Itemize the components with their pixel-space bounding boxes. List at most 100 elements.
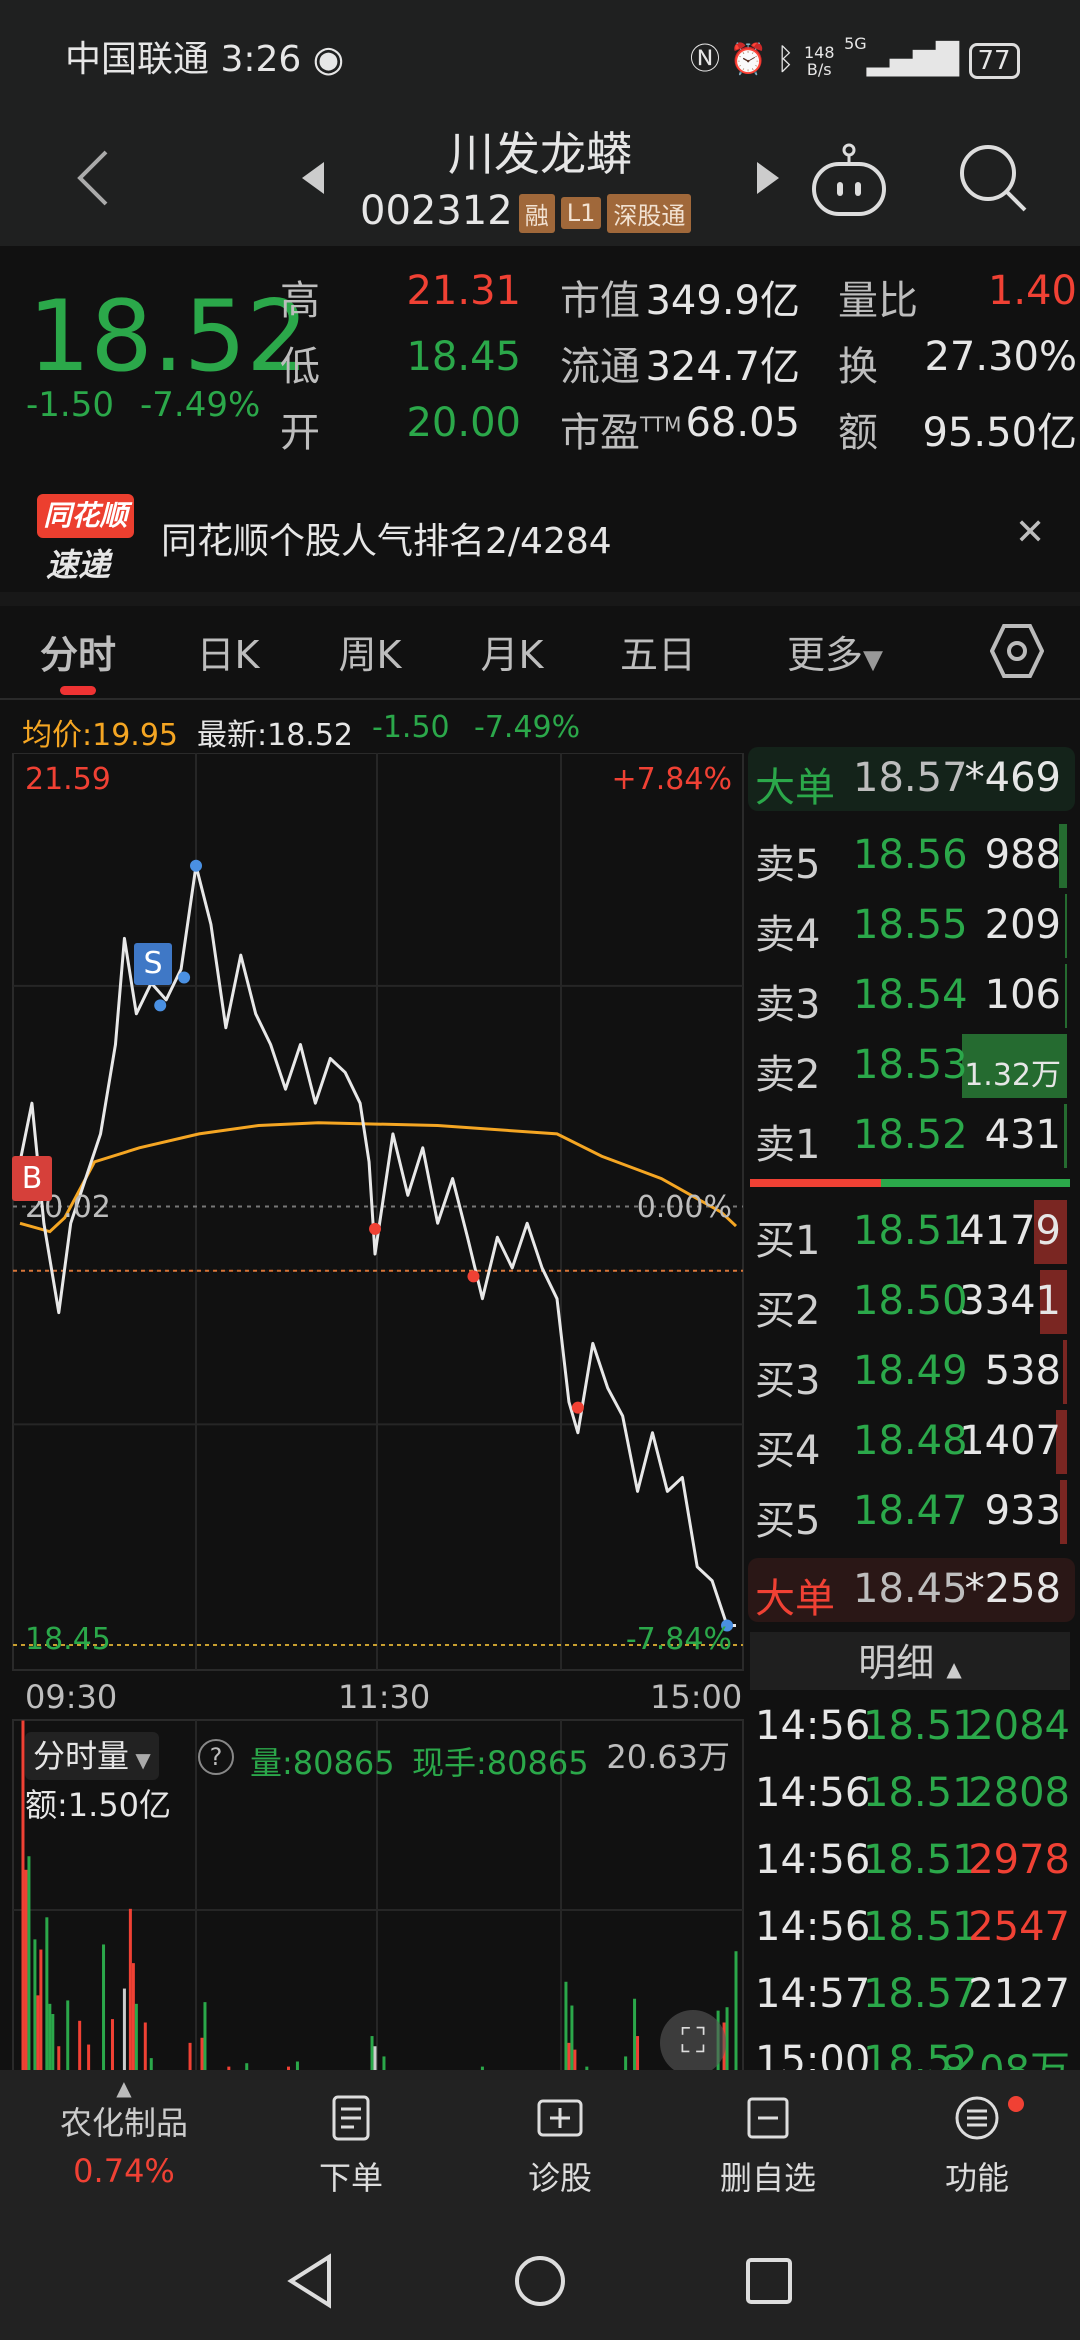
search-icon[interactable] <box>955 140 1030 215</box>
quote-label: 流通 <box>560 334 640 392</box>
order-volume: *258 <box>964 1566 1061 1612</box>
eye-icon: ◉ <box>312 39 345 80</box>
order-price: 18.51 <box>853 1208 968 1254</box>
order-book-row[interactable]: 买3 18.49 538 <box>748 1340 1075 1404</box>
volume-bar <box>480 2066 484 2070</box>
help-icon[interactable]: ? <box>198 1739 234 1775</box>
trade-volume: 2127 <box>968 1971 1070 2017</box>
sell-point <box>154 999 167 1012</box>
trade-time: 14:56 <box>755 1770 871 1816</box>
network-type: 5G <box>844 34 867 53</box>
nav-sector[interactable]: ▲ 农化制品 0.74% <box>24 2070 224 2190</box>
high-pct-label: +7.84% <box>611 762 732 797</box>
nav-item[interactable]: 下单 <box>251 2070 451 2199</box>
news-logo: 同花顺 <box>37 494 134 538</box>
order-book-row[interactable]: 卖5 18.56 988 <box>748 824 1075 888</box>
hand-value: 现手:80865 <box>412 1744 589 1782</box>
order-level-label: 卖2 <box>755 1052 821 1098</box>
volume-indicator-select[interactable]: 分时量 ▼ <box>25 1732 159 1780</box>
order-level-label: 卖1 <box>755 1122 821 1168</box>
buy-marker[interactable]: B <box>12 1156 52 1201</box>
tab-monthly-k[interactable]: 月K <box>480 633 544 677</box>
trade-price: 18.51 <box>863 1703 978 1749</box>
back-icon[interactable] <box>72 148 112 208</box>
volume-bar <box>143 2022 147 2070</box>
depth-bar <box>1065 894 1067 958</box>
system-back-icon[interactable] <box>285 2253 335 2309</box>
sell-point <box>190 859 203 872</box>
tab-five-day[interactable]: 五日 <box>619 633 697 677</box>
avg-price-line <box>19 1121 738 1234</box>
trade-price: 18.51 <box>863 1837 978 1883</box>
tab-daily-k[interactable]: 日K <box>196 633 260 677</box>
next-stock-icon[interactable] <box>755 160 781 196</box>
quote-label: 市值 <box>560 268 640 326</box>
net-speed-unit: B/s <box>806 59 832 79</box>
trade-row: 14:56 18.51 2978 <box>755 1837 1070 1893</box>
alarm-icon: ⏰ <box>729 42 767 77</box>
order-icon <box>332 2095 370 2141</box>
order-level-label: 卖5 <box>755 842 821 888</box>
badge-level: L1 <box>560 197 602 229</box>
system-home-icon[interactable] <box>512 2253 568 2309</box>
net-speed: 148 <box>804 42 835 62</box>
sell-marker[interactable]: S <box>134 943 172 985</box>
clock: 3:26 <box>220 39 302 80</box>
quote-label: 量比 <box>838 278 918 324</box>
order-book-row[interactable]: 大单 18.57 *469 <box>748 747 1075 811</box>
order-price: 18.55 <box>853 902 968 948</box>
depth-bar <box>962 1034 1067 1098</box>
status-icons: Ⓝ ⏰ ᛒ 148 B/s 5G▂▄▆█ 77 <box>690 34 1020 79</box>
trade-price: 18.57 <box>863 1971 978 2017</box>
order-book-row[interactable]: 买1 18.51 4179 <box>748 1200 1075 1264</box>
order-volume: 106 <box>984 972 1061 1018</box>
robot-assistant-icon[interactable] <box>808 140 890 220</box>
order-book-row[interactable]: 买2 18.50 3341 <box>748 1270 1075 1334</box>
order-book-row[interactable]: 卖4 18.55 209 <box>748 894 1075 958</box>
close-icon[interactable]: ✕ <box>1015 512 1046 553</box>
quote-label: 开 <box>280 410 320 456</box>
volume-bar <box>373 2046 377 2070</box>
tab-weekly-k[interactable]: 周K <box>338 633 402 677</box>
nav-label: 诊股 <box>527 2159 592 2197</box>
fullscreen-icon[interactable]: ⛶ <box>660 2010 726 2076</box>
latest-change: -1.50 <box>372 710 450 745</box>
system-recents-icon[interactable] <box>745 2257 793 2305</box>
volume-bar <box>21 1720 25 2070</box>
news-text[interactable]: 同花顺个股人气排名2/4284 <box>161 521 612 562</box>
order-book-row[interactable]: 大单 18.45 *258 <box>748 1558 1075 1622</box>
order-book-row[interactable]: 买4 18.48 1407 <box>748 1410 1075 1474</box>
stock-code-row: 002312 融 L1 深股通 <box>360 188 692 234</box>
amount-value: 额:1.50亿 <box>25 1786 172 1824</box>
order-book-row[interactable]: 卖3 18.54 106 <box>748 964 1075 1028</box>
volume-bar <box>131 1963 135 2070</box>
order-book-row[interactable]: 卖1 18.52 431 <box>748 1104 1075 1168</box>
depth-bar <box>1033 1200 1067 1264</box>
order-book-row[interactable]: 卖2 18.53 1.32万 <box>748 1034 1075 1098</box>
settings-hex-icon[interactable] <box>990 622 1044 680</box>
price-line <box>18 864 736 1627</box>
trade-volume: 2084 <box>968 1703 1070 1749</box>
volume-bar <box>203 2002 207 2070</box>
order-book-row[interactable]: 买5 18.47 933 <box>748 1480 1075 1544</box>
prev-stock-icon[interactable] <box>300 160 326 196</box>
trade-volume: 2808 <box>968 1770 1070 1816</box>
quote-label: 市盈TTM <box>560 400 681 458</box>
volume-indicator-label: 分时量 <box>33 1737 130 1775</box>
detail-toggle[interactable]: 明细 ▲ <box>750 1632 1070 1690</box>
intraday-chart[interactable] <box>0 753 745 2070</box>
quote-value: 68.05 <box>685 400 800 446</box>
stock-name: 川发龙蟒 <box>448 127 632 181</box>
volume-bar <box>51 2014 55 2070</box>
nav-item[interactable]: 删自选 <box>668 2070 868 2199</box>
volume-max-label: 20.63万 <box>606 1738 730 1776</box>
tab-more[interactable]: 更多▼ <box>787 624 883 679</box>
tab-intraday[interactable]: 分时 <box>39 633 117 677</box>
volume-bar <box>570 2005 574 2070</box>
order-price: 18.54 <box>853 972 968 1018</box>
depth-bar <box>1059 1480 1067 1544</box>
sell-point <box>721 1619 734 1632</box>
order-level-label: 买3 <box>755 1358 821 1404</box>
nav-item[interactable]: 诊股 <box>460 2070 660 2199</box>
nav-item[interactable]: 功能 <box>877 2070 1077 2199</box>
